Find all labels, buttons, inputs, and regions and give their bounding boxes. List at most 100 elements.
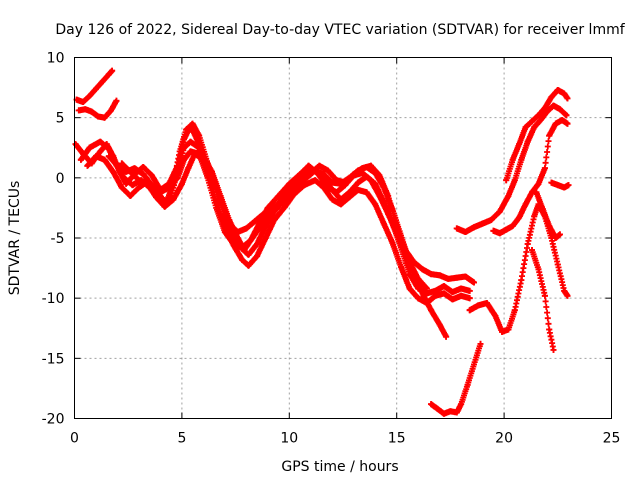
series-track-10 [490, 117, 571, 237]
data-point [432, 292, 439, 299]
data-point [99, 78, 106, 85]
data-point [105, 153, 112, 160]
data-point [436, 272, 443, 279]
data-point [415, 275, 422, 282]
data-point [294, 182, 301, 189]
data-point [200, 156, 207, 163]
data-point [118, 160, 125, 167]
data-point [95, 113, 102, 120]
data-point [337, 180, 344, 187]
data-point [209, 172, 215, 179]
data-point [449, 289, 456, 296]
x-tick-label: 5 [177, 431, 186, 447]
data-point [466, 307, 473, 314]
data-point [234, 229, 241, 235]
x-tick-label: 25 [603, 431, 621, 447]
data-point [129, 182, 136, 189]
data-point [531, 124, 538, 131]
data-point [516, 141, 523, 148]
series-track-8 [428, 340, 484, 417]
data-point [561, 184, 568, 191]
data-point [492, 313, 499, 320]
data-point [329, 186, 336, 193]
data-point [453, 225, 460, 232]
data-point [458, 292, 465, 299]
data-point [496, 208, 503, 215]
data-point [144, 180, 151, 187]
data-point [239, 256, 245, 263]
data-point [166, 184, 172, 191]
data-point [556, 106, 563, 113]
data-point [524, 138, 531, 145]
data-point [101, 156, 108, 163]
data-point [389, 239, 396, 246]
data-point [398, 263, 404, 270]
data-point [372, 180, 379, 187]
data-point [271, 216, 278, 223]
data-point [419, 290, 426, 297]
data-point [86, 93, 93, 99]
data-point [550, 102, 557, 109]
data-point [127, 192, 134, 199]
data-point [471, 279, 477, 286]
data-point [363, 189, 370, 196]
data-point [466, 295, 473, 302]
data-point [320, 171, 327, 178]
x-tick-label: 10 [280, 431, 298, 447]
data-point [245, 262, 252, 269]
data-point [496, 230, 503, 237]
data-point [550, 346, 557, 353]
data-point [533, 189, 540, 196]
data-point [564, 120, 571, 127]
y-tick-label: 5 [56, 111, 65, 127]
data-point [217, 196, 224, 203]
y-axis-label: SDTVAR / TECUs [7, 181, 23, 296]
y-tick-label: -5 [51, 231, 65, 247]
data-point [445, 275, 452, 282]
chart-title: Day 126 of 2022, Sidereal Day-to-day VTE… [55, 22, 625, 38]
data-marker-trail [503, 87, 571, 184]
data-point [564, 95, 571, 102]
data-point [511, 307, 518, 314]
data-point [109, 67, 116, 74]
data-point [564, 292, 571, 299]
data-point [105, 71, 112, 78]
data-point [320, 184, 327, 191]
data-point [230, 241, 237, 247]
data-point [559, 117, 566, 124]
data-point [80, 99, 87, 105]
data-point [363, 164, 370, 170]
data-point [299, 172, 306, 179]
y-axis: -20 -15 -10 -5 0 5 10 [42, 51, 612, 428]
data-point [286, 189, 293, 196]
data-point [518, 156, 525, 163]
data-point [380, 220, 387, 227]
data-point [389, 206, 396, 213]
data-point [447, 408, 454, 415]
data-point [441, 283, 447, 290]
data-point [516, 214, 523, 221]
data-point [97, 138, 104, 145]
data-point [505, 192, 512, 199]
data-point [535, 266, 542, 273]
data-point [213, 204, 220, 211]
data-point [97, 148, 104, 155]
data-point [181, 156, 187, 163]
data-point [522, 124, 529, 131]
series-track-11 [503, 87, 571, 184]
data-point [325, 167, 331, 174]
data-point [148, 172, 155, 179]
data-point [548, 179, 555, 186]
data-point [86, 144, 93, 151]
data-point [548, 94, 555, 101]
series-track-14 [533, 189, 563, 241]
data-point [535, 180, 542, 187]
data-point [563, 112, 570, 119]
data-point [477, 340, 484, 347]
data-marker-trail [428, 340, 484, 417]
data-point [511, 177, 518, 184]
data-point [541, 292, 548, 299]
data-point [174, 174, 181, 181]
data-point [529, 247, 535, 253]
data-point [458, 401, 465, 408]
